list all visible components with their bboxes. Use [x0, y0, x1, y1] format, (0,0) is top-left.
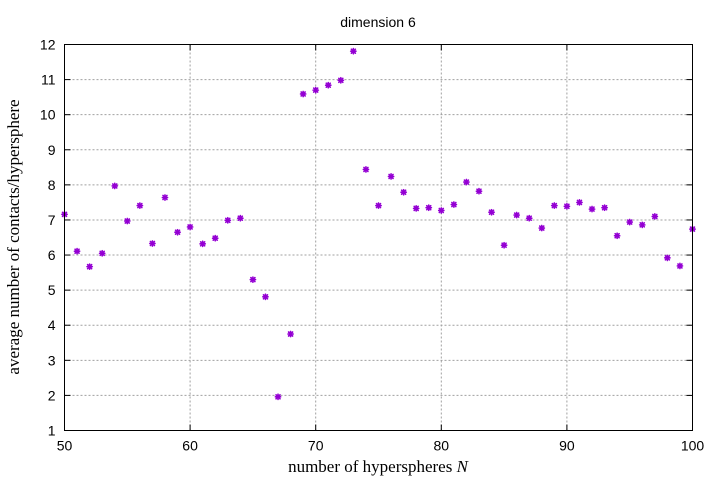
data-point	[236, 214, 244, 222]
data-point	[324, 81, 332, 89]
data-point	[211, 234, 219, 242]
data-point	[638, 221, 646, 229]
data-point	[513, 211, 521, 219]
data-point	[123, 217, 131, 225]
data-point	[349, 47, 357, 55]
data-point	[601, 204, 608, 212]
data-point	[111, 182, 119, 190]
x-axis-label-variable: N	[456, 457, 470, 476]
data-point	[613, 232, 621, 240]
data-point	[199, 240, 207, 248]
y-axis-label: average number of contacts/hypersphere	[4, 99, 23, 374]
y-tick-label: 1	[48, 423, 56, 439]
y-tick-label: 6	[48, 247, 56, 263]
x-tick-label: 80	[434, 438, 450, 454]
data-point	[425, 204, 433, 212]
data-point	[500, 241, 508, 249]
data-point	[663, 254, 671, 262]
plot-frame	[64, 44, 693, 431]
data-point	[538, 224, 546, 232]
data-point	[174, 228, 181, 236]
y-tick-label: 5	[48, 282, 56, 298]
data-point	[262, 293, 269, 301]
data-point	[676, 262, 684, 270]
data-point	[375, 202, 382, 209]
data-point	[299, 90, 307, 98]
data-point	[400, 188, 408, 196]
data-point	[136, 202, 144, 209]
data-point	[149, 240, 156, 247]
data-point	[463, 178, 470, 186]
x-tick-label: 50	[57, 438, 73, 454]
data-point	[224, 216, 232, 224]
y-tick-label: 3	[48, 352, 56, 368]
data-point	[651, 213, 659, 220]
data-point	[475, 187, 483, 195]
data-point	[186, 223, 194, 231]
data-point	[73, 247, 81, 255]
x-tick-label: 100	[681, 438, 705, 454]
data-points	[61, 47, 696, 401]
data-point	[312, 86, 320, 94]
y-tick-label: 12	[40, 37, 56, 53]
data-point	[98, 249, 106, 257]
chart-title: dimension 6	[340, 14, 416, 30]
y-tick-label: 2	[48, 387, 56, 403]
data-point	[563, 202, 571, 210]
y-tick-label: 10	[40, 107, 56, 123]
grid-lines	[64, 44, 693, 431]
y-tick-label: 8	[48, 177, 56, 193]
data-point	[437, 207, 445, 214]
data-point	[450, 201, 458, 208]
data-point	[161, 194, 169, 201]
x-tick-label: 60	[182, 438, 198, 454]
x-axis-label-text: number of hyperspheres	[288, 457, 457, 476]
x-axis-label: number of hyperspheres N	[288, 457, 470, 476]
y-tick-label: 9	[48, 142, 56, 158]
x-tick-label: 90	[559, 438, 575, 454]
y-tick-label: 7	[48, 212, 56, 228]
y-tick-label: 4	[48, 317, 56, 333]
y-tick-label: 11	[41, 72, 56, 88]
data-point	[550, 202, 558, 209]
data-point	[362, 166, 370, 173]
data-point	[287, 330, 294, 338]
data-point	[576, 199, 583, 206]
data-point	[337, 76, 345, 84]
data-point	[274, 393, 282, 401]
data-point	[525, 214, 533, 222]
data-point	[412, 204, 420, 212]
x-tick-label: 70	[308, 438, 324, 454]
data-point	[488, 208, 495, 216]
data-point	[86, 263, 94, 271]
data-point	[626, 218, 634, 226]
data-point	[387, 173, 395, 180]
data-point	[249, 276, 257, 284]
data-point	[588, 205, 596, 213]
